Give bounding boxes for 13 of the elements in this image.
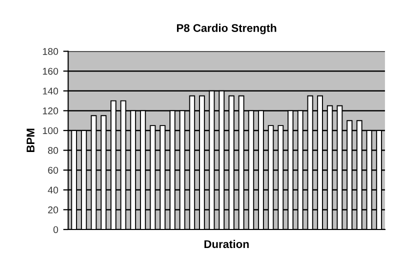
y-tick-label: 180 xyxy=(42,48,58,55)
y-axis-title: BPM xyxy=(26,128,34,152)
y-tick-label: 140 xyxy=(42,88,58,95)
y-tick-label: 160 xyxy=(42,68,58,75)
y-tick-label: 60 xyxy=(48,166,58,174)
chart-title: P8 Cardio Strength xyxy=(176,24,276,34)
y-tick-label: 20 xyxy=(48,206,58,214)
y-tick-label: 120 xyxy=(42,107,58,114)
y-tick-label: 80 xyxy=(48,147,58,154)
y-tick-label: 0 xyxy=(53,226,58,234)
y-tick-label: 100 xyxy=(42,127,58,134)
y-tick-label: 40 xyxy=(48,186,58,194)
x-axis-title: Duration xyxy=(204,240,249,248)
